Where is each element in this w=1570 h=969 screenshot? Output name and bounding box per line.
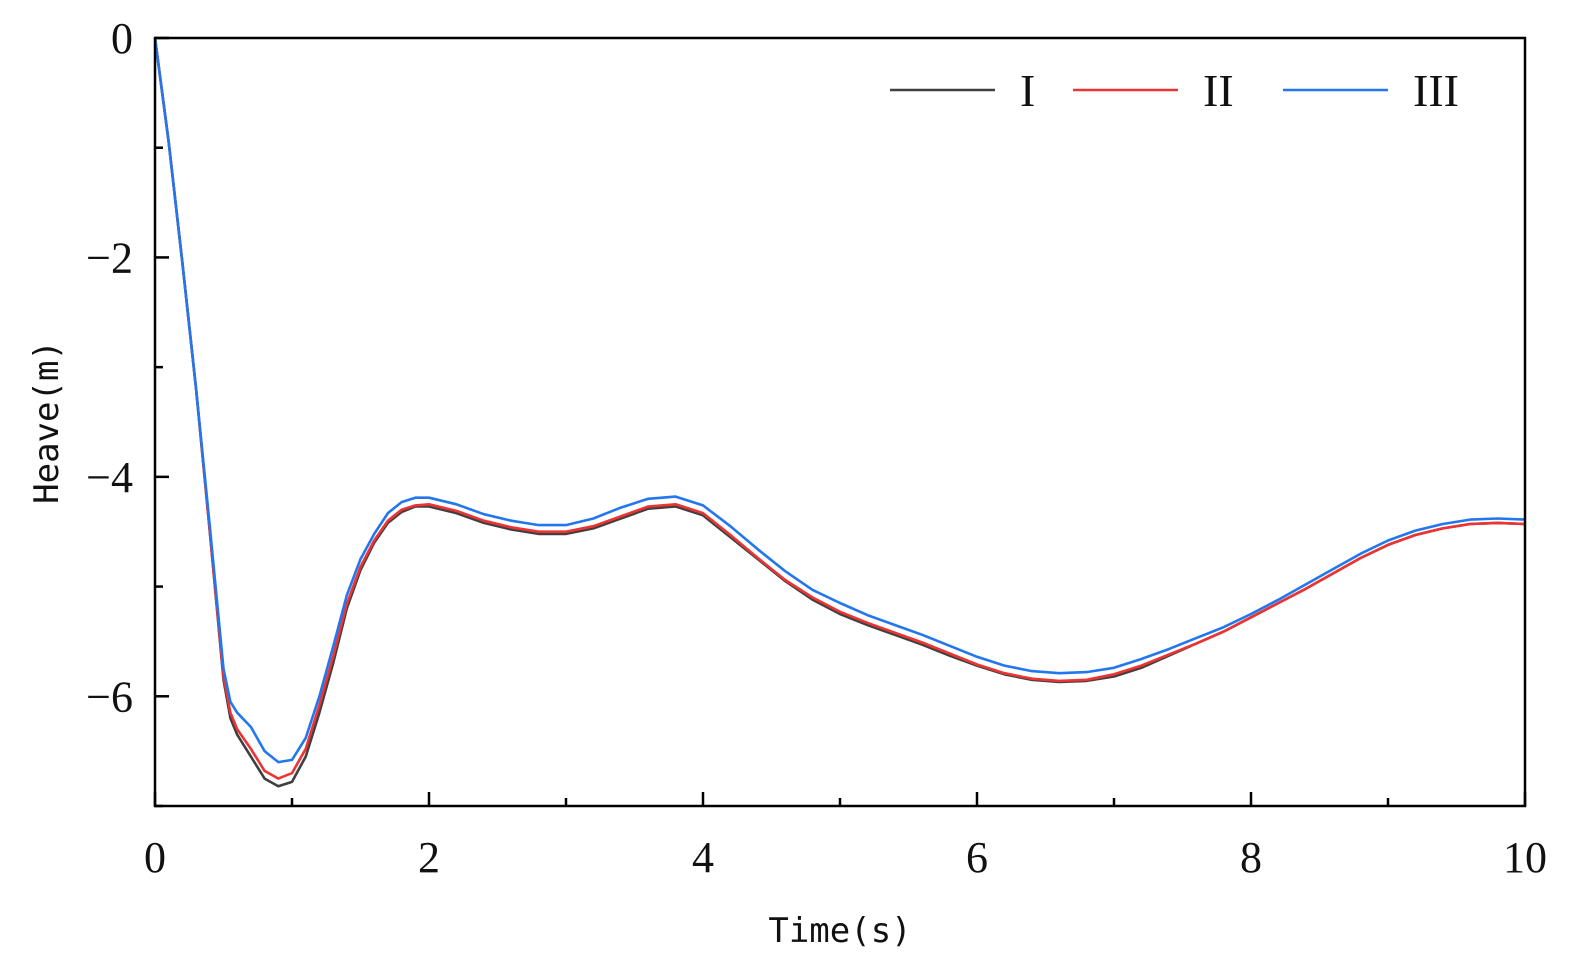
x-tick-label: 4 [692,833,714,882]
x-tick-label: 0 [144,833,166,882]
series-line-2 [155,36,1525,780]
y-tick-label: −2 [86,233,133,282]
series-layer [155,36,1525,788]
plot-frame [153,36,1527,808]
y-tick-label: 0 [111,14,133,63]
x-axis-title: Time(s) [768,911,911,951]
y-tick-label: −4 [86,453,133,502]
legend-label-2: II [1203,65,1234,116]
legend-label-1: I [1020,65,1035,116]
x-tick-label: 2 [418,833,440,882]
legend-label-3: III [1413,65,1459,116]
y-axis-title: Heave(m) [27,340,67,504]
x-tick-label: 10 [1503,833,1547,882]
x-tick-label: 6 [966,833,988,882]
ticks-layer: 0 2 4 6 8 10 0 −2 −4 −6 [86,14,1547,882]
series-line-3 [155,36,1525,764]
x-tick-label: 8 [1240,833,1262,882]
y-tick-label: −6 [86,672,133,721]
series-line-1 [155,36,1525,788]
legend: I II III [890,65,1459,116]
